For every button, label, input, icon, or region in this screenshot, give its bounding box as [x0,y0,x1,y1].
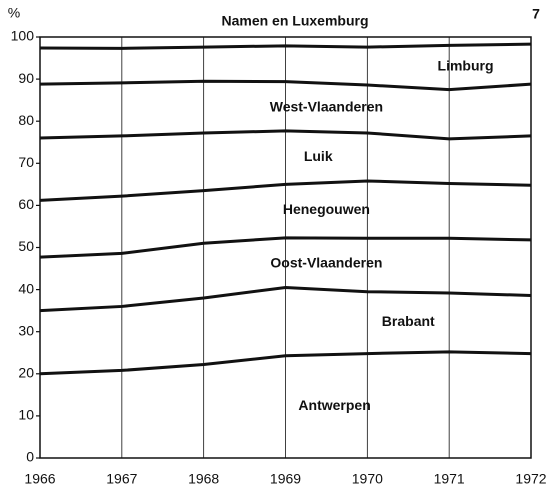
stacked-line [39,42,532,50]
x-tick-label: 1969 [270,471,301,487]
stacked-line [39,179,532,202]
chart-title: Namen en Luxemburg [221,13,368,29]
x-tick-label: 1971 [434,471,465,487]
y-tick-label: 20 [18,365,34,381]
stacked-line [39,129,532,141]
series-label: Henegouwen [283,201,370,217]
x-tick-label: 1972 [515,471,546,487]
stacked-line [39,350,532,376]
series-label: Luik [304,148,333,164]
y-tick-label: 100 [11,28,35,44]
x-tick-label: 1966 [24,471,55,487]
stacked-line [39,236,532,259]
y-tick-label: 10 [18,407,34,423]
stacked-line [39,79,532,92]
stacked-line [39,285,532,313]
y-tick-label: 50 [18,238,34,254]
y-tick-label: 30 [18,322,34,338]
x-tick-label: 1968 [188,471,219,487]
series-label: Brabant [382,313,435,329]
x-tick-label: 1967 [106,471,137,487]
y-tick-label: 70 [18,154,34,170]
y-tick-label: 40 [18,280,34,296]
y-tick-label: 80 [18,112,34,128]
series-label: Limburg [438,58,494,74]
series-label: Antwerpen [298,397,370,413]
x-tick-label: 1970 [352,471,383,487]
y-tick-label: 90 [18,70,34,86]
y-axis-label: % [8,5,20,21]
y-tick-label: 60 [18,196,34,212]
y-tick-label: 0 [26,449,34,465]
series-label: West-Vlaanderen [270,98,383,114]
series-label: Oost-Vlaanderen [270,255,382,271]
page-number: 7 [532,6,540,22]
